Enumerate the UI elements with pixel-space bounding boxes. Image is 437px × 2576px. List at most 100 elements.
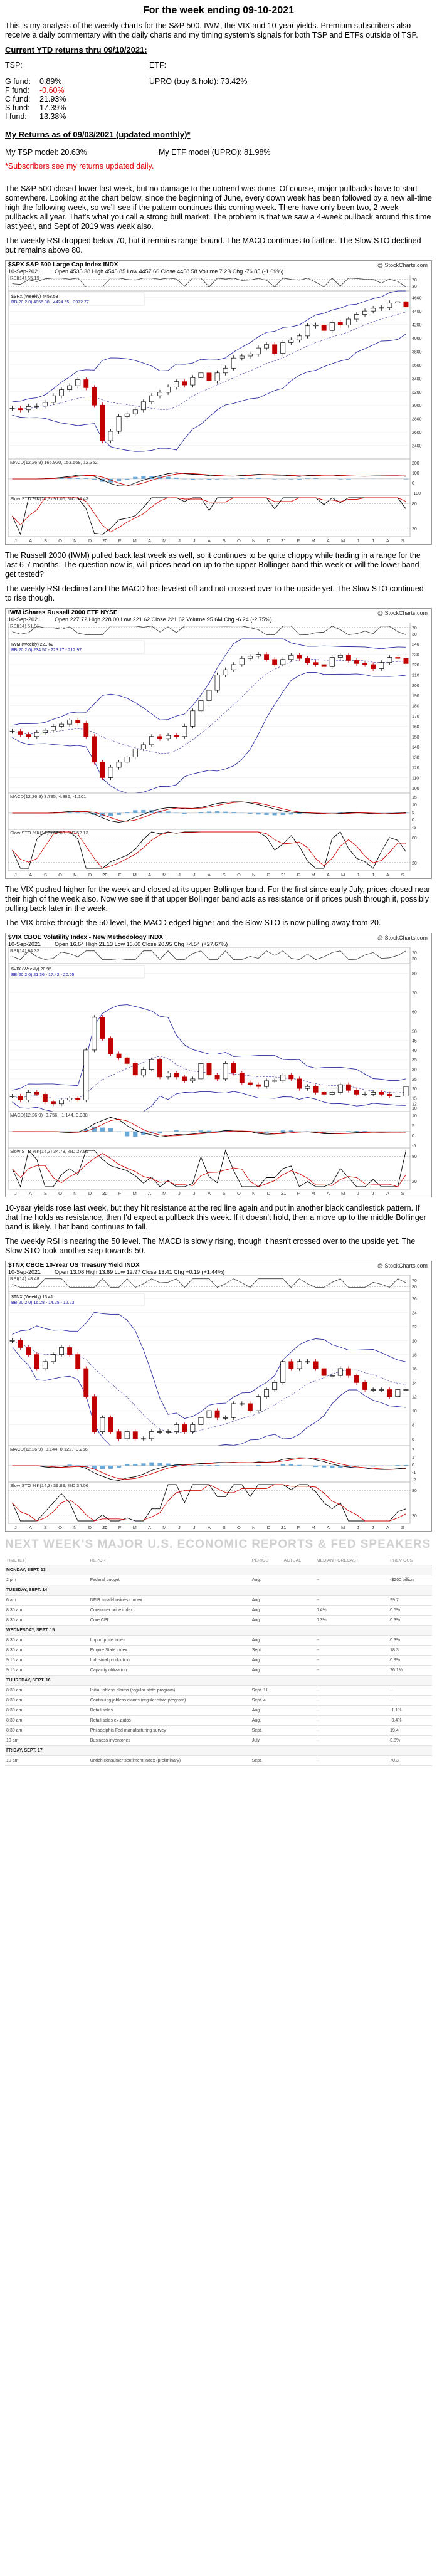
candlestick	[239, 355, 245, 359]
macd-histogram-bar	[288, 478, 293, 480]
price-axis-label: 110	[412, 776, 419, 781]
month-label: J	[357, 538, 359, 544]
macd-histogram-bar	[231, 812, 236, 813]
candlestick	[174, 381, 179, 387]
macd-histogram-bar	[256, 812, 261, 815]
bollinger-lower	[12, 671, 406, 794]
chart-svg: RSI(14) 51.91 703024023022021020019018017…	[8, 623, 419, 878]
macd-histogram-bar	[338, 812, 343, 813]
chart-header: $SPX S&P 500 Large Cap Index INDX @ Stock…	[6, 261, 431, 275]
macd-histogram-bar	[190, 478, 195, 480]
candlestick	[67, 1347, 73, 1355]
macd-histogram-bar	[133, 1464, 138, 1466]
candlestick	[116, 762, 122, 768]
vix-chart: $VIX CBOE Volatility Index - New Methodo…	[5, 933, 432, 1197]
chart-brand: @ StockCharts.com	[377, 610, 428, 616]
macd-histogram-bar	[141, 809, 146, 813]
econ-cell-actual	[282, 1725, 315, 1736]
price-legend: IWM (Weekly) 221.62	[11, 643, 53, 647]
candlestick	[329, 657, 335, 667]
sto-label: Slow STO %K(14,3) 34.73, %D 27.91	[10, 1149, 88, 1154]
econ-cell-actual	[282, 1705, 315, 1716]
candlestick	[149, 736, 154, 745]
candlestick	[132, 409, 138, 414]
candlestick	[379, 1389, 384, 1391]
econ-cell-report: Retail sales ex-autos	[88, 1715, 251, 1726]
candlestick	[321, 1092, 327, 1095]
econ-heading: NEXT WEEK'S MAJOR U.S. ECONOMIC REPORTS …	[5, 1538, 431, 1551]
econ-cell-period: Sept. 4	[250, 1695, 283, 1706]
month-label: O	[237, 872, 241, 878]
month-label: O	[58, 538, 62, 544]
candlestick	[313, 662, 319, 665]
candlestick	[18, 1096, 23, 1100]
candlestick	[264, 344, 270, 349]
econ-cell-actual	[282, 1635, 315, 1646]
sto-level-label: 80	[412, 1155, 417, 1159]
price-axis-label: 2600	[412, 431, 422, 435]
econ-cell-forecast: --	[315, 1695, 389, 1706]
price-axis-label: 3000	[412, 404, 422, 408]
macd-histogram-bar	[108, 1128, 113, 1132]
price-axis-label: 12	[412, 1396, 417, 1400]
month-label: N	[73, 872, 76, 878]
candlestick	[256, 347, 261, 355]
econ-cell-period: Aug.	[250, 1705, 283, 1716]
month-label: N	[252, 1191, 255, 1196]
macd-axis-label: 100	[412, 471, 419, 476]
candlestick	[264, 1080, 270, 1087]
month-label: F	[118, 538, 122, 544]
price-axis-label: 30	[412, 1068, 417, 1073]
fund-value: 0.89%	[39, 77, 62, 86]
month-label: 20	[102, 1191, 107, 1196]
rsi-frame	[8, 947, 411, 964]
price-axis-label: 170	[412, 715, 419, 719]
candlestick	[321, 664, 327, 667]
price-panel: 4600 4400 4200 4000 3800 3600 3400 3200 3000 2800…	[8, 290, 422, 460]
month-label: M	[341, 538, 345, 544]
month-label: A	[208, 1191, 211, 1196]
candlestick	[395, 301, 401, 303]
econ-cell-report	[88, 1625, 251, 1636]
chart-symbol: IWM iShares Russell 2000 ETF NYSE	[8, 609, 118, 616]
macd-histogram-bar	[117, 1465, 122, 1468]
econ-cell-previous	[389, 1565, 432, 1575]
month-label: A	[148, 1525, 151, 1530]
candlestick	[75, 1098, 81, 1100]
candlestick	[157, 392, 162, 396]
macd-axis-label: 1	[412, 1456, 414, 1460]
price-axis-label: 40	[412, 1049, 417, 1053]
econ-row: 8:30 am Empire State index Sept. -- 18.3	[5, 1645, 432, 1656]
price-axis-label: 10	[412, 1107, 417, 1111]
tsp-row: C fund: 21.93%	[5, 95, 149, 103]
rsi-frame	[8, 623, 411, 639]
candlestick	[264, 1389, 270, 1397]
price-axis-label: 45	[412, 1039, 417, 1044]
month-label: J	[178, 1191, 181, 1196]
macd-histogram-bar	[133, 476, 138, 479]
candlestick	[100, 1017, 105, 1039]
econ-cell-previous	[389, 1675, 432, 1686]
chart-svg: RSI(14) 48.48 703026242220181614121086$TN…	[8, 1275, 417, 1530]
econ-cell-period: Aug.	[250, 1635, 283, 1646]
econ-cell-time: 9:15 am	[5, 1655, 89, 1666]
candlestick	[59, 1100, 64, 1105]
candlestick	[182, 1076, 187, 1081]
econ-cell-previous	[389, 1745, 432, 1756]
chart-svg: RSI(14) 65.19 70 30 4600 4400 4200 4000 3800 360…	[8, 275, 422, 544]
month-label: D	[267, 538, 271, 544]
rsi-label: RSI(14) 48.48	[10, 1276, 39, 1281]
econ-row: 10 am Business inventories July -- 0.8%	[5, 1735, 432, 1746]
month-label: 20	[102, 872, 107, 878]
candlestick	[34, 1354, 39, 1369]
candlestick	[297, 335, 302, 340]
econ-cell-report: Industrial production	[88, 1655, 251, 1666]
iwm-chart: IWM iShares Russell 2000 ETF NYSE @ Stock…	[5, 608, 432, 879]
econ-cell-period	[250, 1585, 283, 1596]
candlestick	[190, 377, 196, 386]
etf-label: ETF:	[149, 61, 167, 70]
macd-histogram-bar	[264, 1131, 269, 1133]
econ-column-header: MEDIAN FORECAST	[315, 1557, 389, 1565]
month-label: S	[44, 1191, 47, 1196]
month-label: J	[178, 538, 181, 544]
